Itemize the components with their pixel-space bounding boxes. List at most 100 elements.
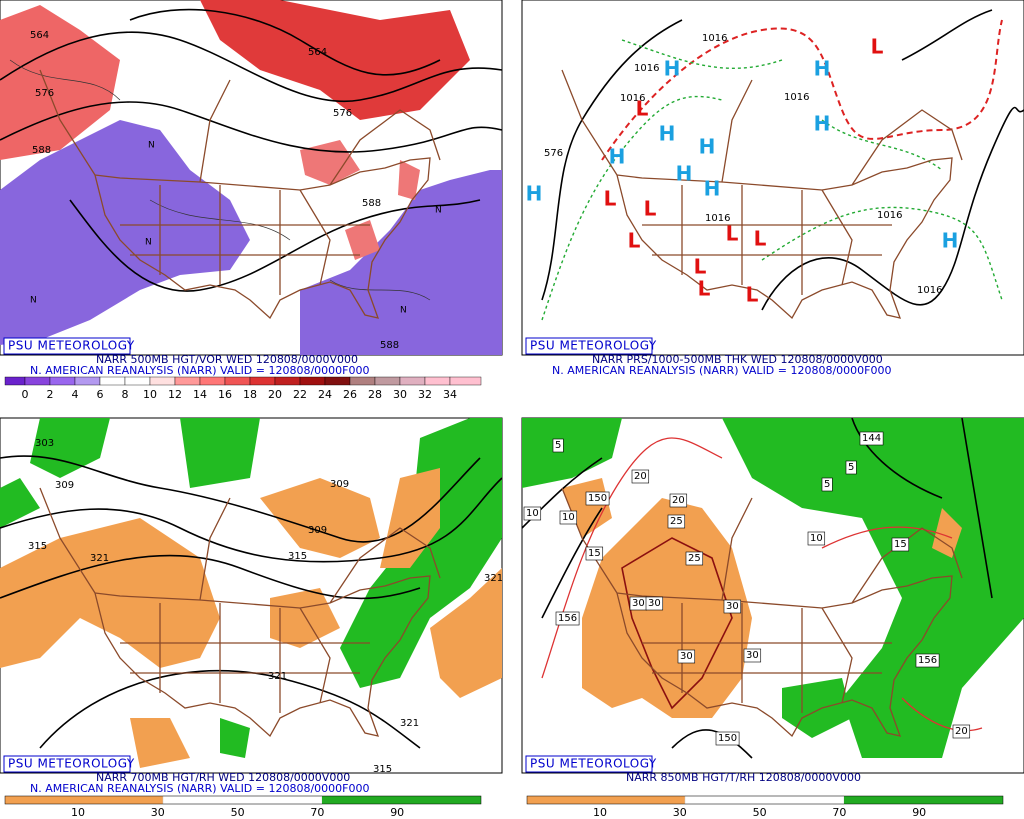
label-box — [677, 649, 696, 664]
label-box — [952, 724, 971, 739]
colorbar-frame — [526, 795, 1004, 805]
colorbar-label: 18 — [243, 388, 257, 401]
contour-label: 321 — [400, 718, 419, 729]
contour-label: 20 — [634, 471, 647, 482]
contour-label: 1016 — [702, 33, 727, 44]
colorbar-swatch — [274, 376, 301, 386]
contour-label: 5 — [555, 440, 561, 451]
colorbar-swatch — [844, 796, 1003, 804]
marker: N — [435, 206, 442, 216]
colorbar-label: 4 — [72, 388, 79, 401]
contour-label: 144 — [862, 433, 881, 444]
vorticity-contour — [9, 59, 431, 301]
contour-label: 576 — [333, 108, 352, 119]
contour-label: 5 — [848, 462, 854, 473]
colorbar-swatch — [174, 376, 201, 386]
colorbar-swatch — [49, 376, 76, 386]
contour-label: 30 — [632, 598, 645, 609]
colorbar-label: 20 — [268, 388, 282, 401]
contour-label: 321 — [90, 553, 109, 564]
contour-label: 588 — [32, 145, 51, 156]
rh-dry-area — [0, 468, 502, 768]
header-line: NARR PRS/1000-500MB THK WED 120808/0000V… — [592, 353, 883, 366]
contour-label: 315 — [288, 551, 307, 562]
colorbar-label: 10 — [71, 806, 85, 819]
label-box — [685, 551, 704, 566]
contour-label: 10 — [562, 512, 575, 523]
colorbar-swatch — [322, 796, 481, 804]
colorbar-swatch — [349, 376, 376, 386]
label-box — [669, 493, 688, 508]
low-marker: L — [698, 277, 711, 301]
header-line: N. AMERICAN REANALYSIS (NARR) VALID = 12… — [30, 364, 370, 377]
label-box — [523, 506, 542, 521]
contour-label: 588 — [362, 198, 381, 209]
brand-box — [525, 337, 653, 355]
brand: PSU METEOROLOGY — [8, 757, 135, 771]
colorbar-swatch — [5, 796, 163, 804]
colorbar-label: 26 — [343, 388, 357, 401]
colorbar-label: 28 — [368, 388, 382, 401]
contour-label: 30 — [648, 598, 661, 609]
label-box — [845, 460, 857, 475]
contour-label: 1016 — [634, 63, 659, 74]
colorbar-frame — [4, 795, 482, 805]
low-marker: L — [644, 197, 657, 221]
contour-label: 150 — [588, 493, 607, 504]
colorbar-label: 30 — [673, 806, 687, 819]
contour-label: 564 — [308, 47, 327, 58]
label-box — [585, 546, 604, 561]
height-contour — [129, 8, 441, 76]
contour-label: 1016 — [705, 213, 730, 224]
contour-label: 30 — [726, 601, 739, 612]
contour-label: 309 — [330, 479, 349, 490]
colorbar: 0 2 4 6 8 10 12 14 16 18 20 22 24 26 28 30 32 34 — [4, 376, 482, 401]
header-line: NARR 500MB HGT/VOR WED 120808/0000V000 — [96, 353, 358, 366]
colorbar-swatch — [74, 376, 101, 386]
label-box — [915, 653, 940, 668]
colorbar-label: 30 — [151, 806, 165, 819]
colorbar-swatch — [684, 795, 845, 805]
colorbar-label: 90 — [390, 806, 404, 819]
low-marker: L — [754, 227, 767, 251]
colorbar-label: 32 — [418, 388, 432, 401]
colorbar-label: 70 — [310, 806, 324, 819]
low-marker: L — [726, 222, 739, 246]
contour-label: 15 — [588, 548, 601, 559]
colorbar-swatch — [324, 376, 351, 386]
marker: N — [30, 296, 37, 306]
contour-label: 321 — [484, 573, 503, 584]
vorticity-area — [0, 120, 250, 345]
label-box — [585, 491, 610, 506]
contour-label: 576 — [544, 148, 563, 159]
marker: N — [400, 306, 407, 316]
brand-box — [525, 755, 653, 773]
high-marker: H — [704, 177, 721, 201]
low-marker: L — [871, 35, 884, 59]
colorbar-label: 12 — [168, 388, 182, 401]
contour-label: 30 — [746, 650, 759, 661]
colorbar-label: 50 — [753, 806, 767, 819]
contour-label: 25 — [688, 553, 701, 564]
low-marker: L — [746, 283, 759, 307]
brand-box — [3, 337, 131, 355]
colorbar-label: 14 — [193, 388, 207, 401]
colorbar: 10 30 50 70 90 — [4, 795, 482, 819]
label-box — [891, 537, 910, 552]
low-marker: L — [694, 255, 707, 279]
colorbar-swatch — [374, 376, 401, 386]
thickness-line — [541, 39, 1003, 321]
contour-label: 588 — [380, 340, 399, 351]
contour-label: 156 — [918, 655, 937, 666]
contour-label: 10 — [810, 533, 823, 544]
colorbar-swatch — [224, 376, 251, 386]
colorbar-swatch — [24, 376, 51, 386]
temperature-contour — [621, 537, 733, 710]
height-contour — [0, 455, 503, 749]
label-box — [555, 611, 580, 626]
colorbar-swatch — [149, 376, 176, 386]
high-marker: H — [609, 145, 626, 169]
colorbar-label: 10 — [143, 388, 157, 401]
colorbar-label: 24 — [318, 388, 332, 401]
